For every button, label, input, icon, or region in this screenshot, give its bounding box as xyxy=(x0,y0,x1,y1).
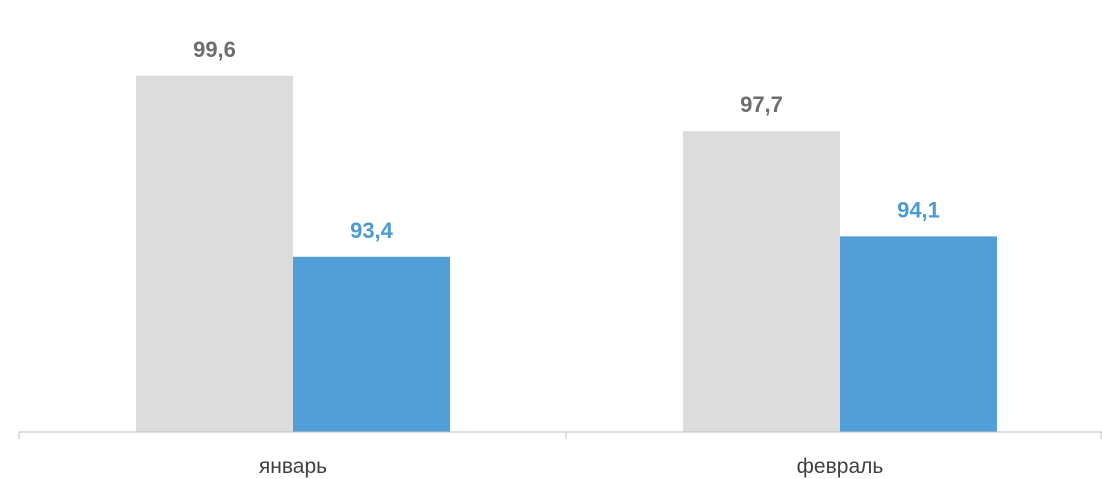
bar-январь-series-1 xyxy=(136,75,293,432)
bar-январь-series-2 xyxy=(293,256,450,432)
category-label-январь: январь xyxy=(259,455,327,478)
category-labels-layer: январь февраль xyxy=(259,455,883,478)
data-label-февраль-series-2: 94,1 xyxy=(897,197,940,222)
bars-layer xyxy=(136,75,997,433)
data-label-январь-series-1: 99,6 xyxy=(193,37,236,62)
data-label-январь-series-2: 93,4 xyxy=(350,218,394,243)
bar-февраль-series-2 xyxy=(840,236,997,432)
bar-февраль-series-1 xyxy=(683,131,840,433)
x-axis xyxy=(18,431,1102,439)
data-labels-layer: 99,6 93,4 97,7 94,1 xyxy=(193,37,940,243)
data-label-февраль-series-1: 97,7 xyxy=(740,92,783,117)
category-label-февраль: февраль xyxy=(797,455,884,478)
